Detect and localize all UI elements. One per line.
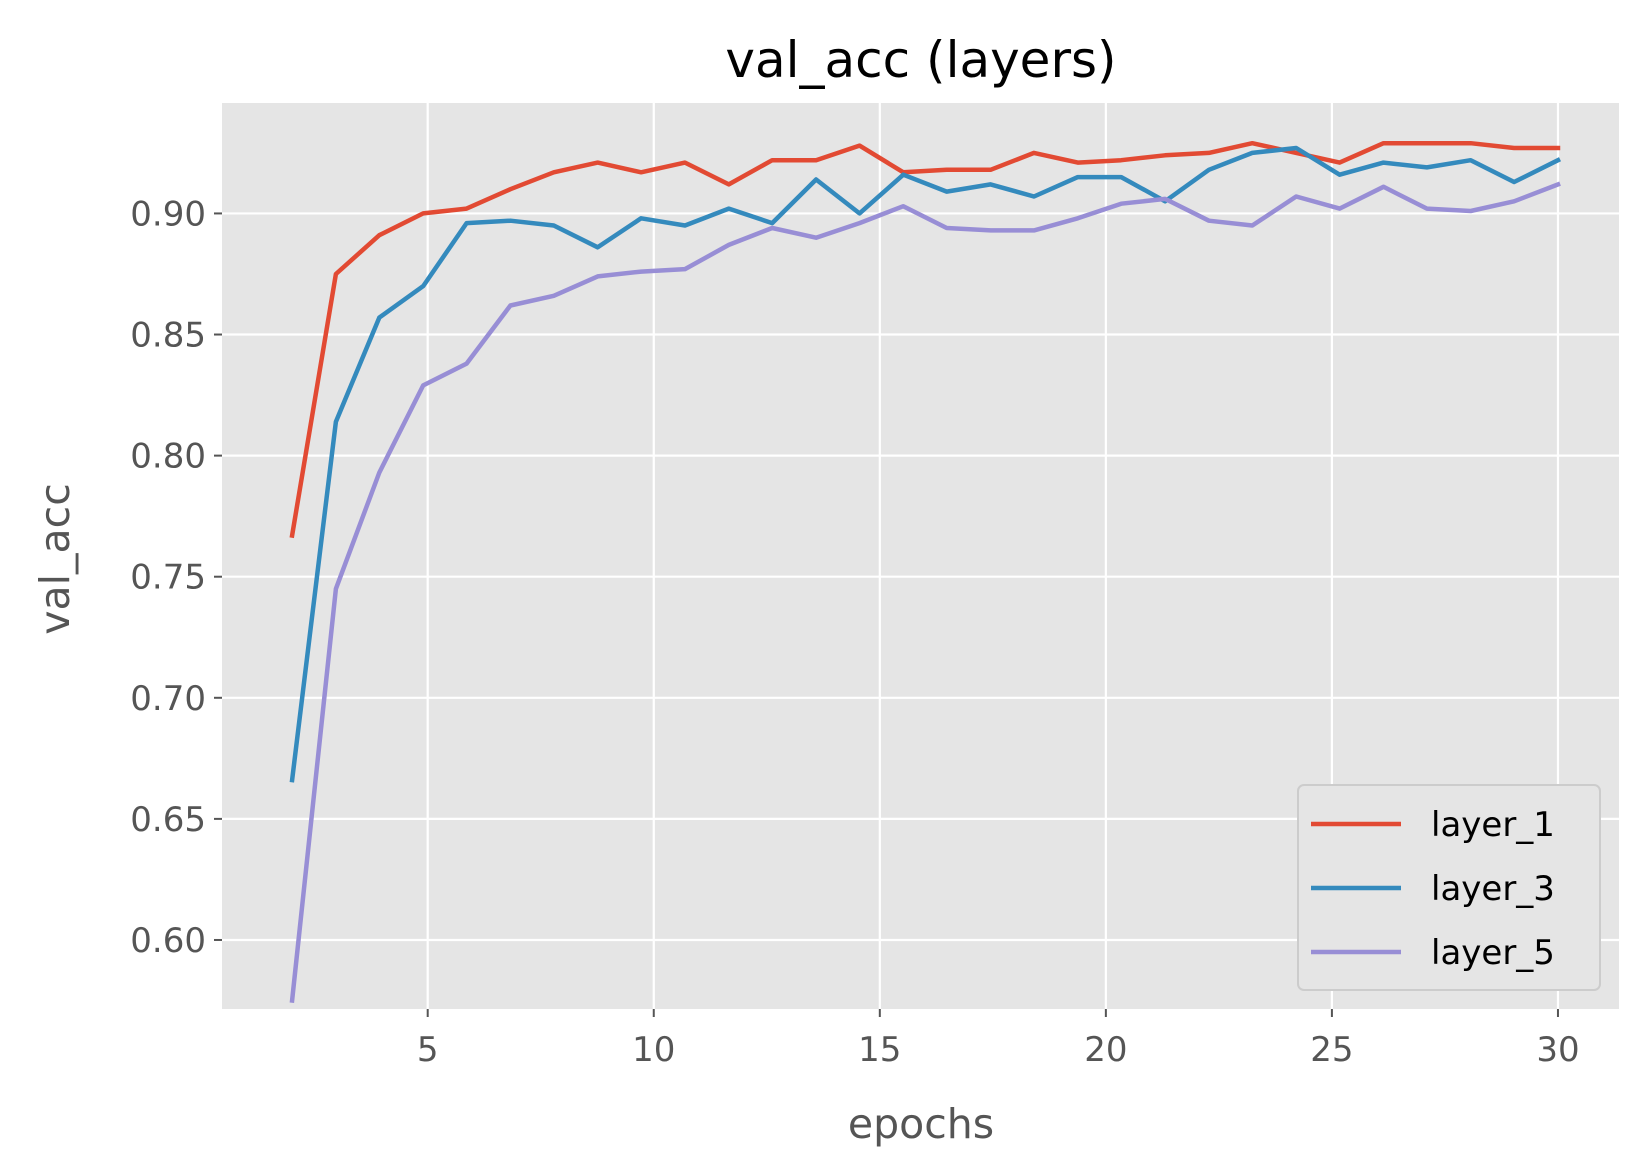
legend-label-layer-1: layer_1 <box>1431 805 1555 845</box>
y-axis-label: val_acc <box>31 483 79 635</box>
x-axis-label: epochs <box>848 1100 994 1148</box>
x-tick-label: 5 <box>417 1030 439 1070</box>
y-tick-label: 0.60 <box>130 921 206 961</box>
x-tick-label: 20 <box>1084 1030 1127 1070</box>
legend-label-layer-3: layer_3 <box>1431 869 1555 909</box>
data-series <box>289 140 1562 1003</box>
x-tick-label: 10 <box>632 1030 675 1070</box>
x-tick-label: 25 <box>1310 1030 1353 1070</box>
x-tick-label: 30 <box>1536 1030 1579 1070</box>
legend-box <box>1297 784 1601 991</box>
y-tick-label: 0.75 <box>130 558 206 598</box>
series-line-layer-5 <box>289 181 1561 1003</box>
y-tick-label: 0.80 <box>130 437 206 477</box>
series-line-layer-3 <box>289 145 1562 783</box>
legend-label-layer-5: layer_5 <box>1431 933 1555 973</box>
y-tick-label: 0.85 <box>130 316 206 356</box>
y-tick-label: 0.70 <box>130 679 206 719</box>
series-line-layer-1 <box>289 140 1561 539</box>
tick-labels: 5 10 15 20 25 30 0.60 0.65 0.70 0.75 0.80 0.85 0.90 <box>130 194 1579 1070</box>
y-tick-label: 0.65 <box>130 800 206 840</box>
y-tick-label: 0.90 <box>130 194 206 234</box>
legend: layer_1 layer_3 layer_5 <box>1297 784 1601 991</box>
chart-title: val_acc (layers) <box>725 31 1116 89</box>
x-tick-label: 15 <box>858 1030 901 1070</box>
